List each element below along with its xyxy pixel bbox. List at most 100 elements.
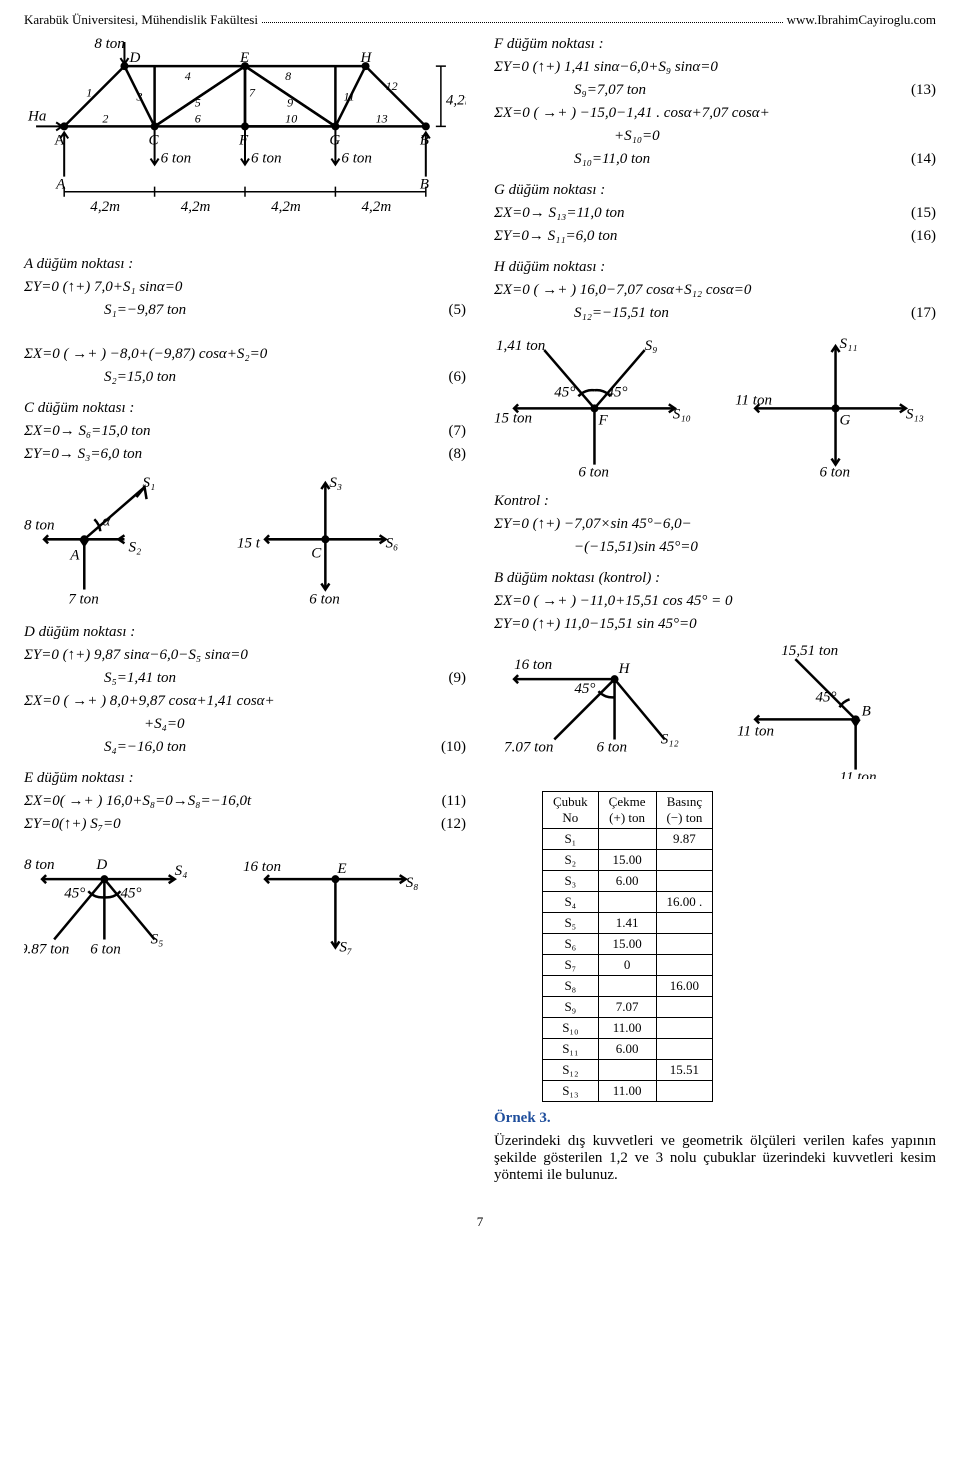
- svg-text:6 ton: 6 ton: [309, 592, 340, 608]
- svg-text:45°: 45°: [815, 689, 836, 705]
- table-row: S₁₁6.00: [543, 1039, 713, 1060]
- ornek-title: Örnek 3.: [494, 1110, 936, 1127]
- table-cell: [598, 976, 656, 997]
- svg-text:α: α: [102, 513, 111, 529]
- svg-text:8 ton: 8 ton: [24, 857, 55, 873]
- table-cell: [598, 892, 656, 913]
- eq-f2-cont: +S₁₀=0: [494, 128, 936, 145]
- svg-text:9.87 ton: 9.87 ton: [24, 941, 69, 957]
- svg-text:A: A: [54, 132, 65, 148]
- eq-g2: ΣY=0→ S₁₁=6,0 ton (16): [494, 228, 936, 245]
- svg-text:4,2m: 4,2m: [181, 199, 211, 215]
- page-header: Karabük Üniversitesi, Mühendislik Fakült…: [24, 12, 936, 28]
- d-node-title: D düğüm noktası :: [24, 624, 466, 641]
- svg-text:B: B: [862, 703, 871, 719]
- eq-d1: ΣY=0 (↑+) 9,87 sinα−6,0−S₅ sinα=0: [24, 647, 466, 664]
- svg-text:13: 13: [376, 111, 388, 125]
- table-cell: [598, 1060, 656, 1081]
- table-cell: 15.00: [598, 934, 656, 955]
- header-right: www.IbrahimCayiroglu.com: [787, 12, 936, 28]
- svg-text:A: A: [69, 547, 80, 563]
- eq-a2-res: S₂=15,0 ton (6): [24, 369, 466, 386]
- svg-text:15 t: 15 t: [237, 535, 261, 551]
- svg-text:S₁₃: S₁₃: [906, 406, 924, 422]
- svg-text:6 ton: 6 ton: [578, 465, 609, 479]
- g-node-title: G düğüm noktası :: [494, 182, 936, 199]
- nodes-d-e-diagram: 8 ton 45° 45° S₄ S₅ 9.87 ton 6 ton D 16 …: [24, 839, 466, 970]
- svg-text:10: 10: [285, 111, 297, 125]
- nodes-a-c-diagram: 8 ton S₁ S₂ α 7 ton A 15 t S₃ S₆ 6 ton C: [24, 469, 466, 610]
- svg-text:9: 9: [287, 95, 293, 109]
- svg-text:1,41 ton: 1,41 ton: [496, 338, 545, 354]
- svg-text:16 ton: 16 ton: [514, 657, 552, 673]
- svg-text:6 ton: 6 ton: [161, 151, 192, 167]
- svg-text:S₂: S₂: [128, 539, 141, 555]
- svg-text:G: G: [840, 412, 851, 428]
- eq-c1: ΣX=0→ S₆=15,0 ton (7): [24, 423, 466, 440]
- f-node-title: F düğüm noktası :: [494, 36, 936, 53]
- svg-text:2: 2: [102, 111, 108, 125]
- svg-text:E: E: [239, 50, 249, 66]
- eq-d1-res: S₅=1,41 ton (9): [24, 670, 466, 687]
- e-node-title: E düğüm noktası :: [24, 770, 466, 787]
- table-cell: 9.87: [656, 829, 713, 850]
- eq-f2-res: S₁₀=11,0 ton (14): [494, 151, 936, 168]
- svg-text:C: C: [149, 132, 160, 148]
- svg-text:H: H: [360, 50, 373, 66]
- svg-text:S₆: S₆: [386, 535, 399, 551]
- table-cell: S₄: [543, 892, 599, 913]
- svg-text:S₃: S₃: [329, 475, 342, 491]
- left-column: 8 ton D E H Ha A C F G B 4,2m 6 ton 6 to…: [24, 36, 466, 1190]
- table-cell: S₇: [543, 955, 599, 976]
- svg-text:11 ton: 11 ton: [840, 769, 877, 779]
- table-row: S₁ 9.87: [543, 829, 713, 850]
- svg-text:8 ton: 8 ton: [94, 36, 125, 52]
- svg-text:6 ton: 6 ton: [251, 151, 282, 167]
- table-cell: [656, 1039, 713, 1060]
- svg-text:4,2m: 4,2m: [362, 199, 392, 215]
- svg-text:S₇: S₇: [339, 939, 352, 955]
- svg-text:45°: 45°: [574, 681, 595, 697]
- svg-text:B: B: [420, 132, 429, 148]
- svg-text:S₈: S₈: [406, 875, 419, 891]
- svg-text:D: D: [128, 50, 140, 66]
- svg-text:11 ton: 11 ton: [735, 392, 772, 408]
- table-cell: S₅: [543, 913, 599, 934]
- c-node-title: C düğüm noktası :: [24, 400, 466, 417]
- table-row: S₈16.00: [543, 976, 713, 997]
- eq-d2: ΣX=0 ( →+ ) 8,0+9,87 cosα+1,41 cosα+: [24, 693, 466, 710]
- table-row: S₂15.00: [543, 850, 713, 871]
- table-cell: [656, 934, 713, 955]
- results-table: ÇubukNo Çekme(+) ton Basınç(−) ton S₁9.8…: [542, 791, 713, 1102]
- svg-text:Ha: Ha: [27, 108, 46, 124]
- svg-text:6 ton: 6 ton: [90, 941, 121, 957]
- right-column: F düğüm noktası : ΣY=0 (↑+) 1,41 sinα−6,…: [494, 36, 936, 1190]
- eq-h1: ΣX=0 ( →+ ) 16,0−7,07 cosα+S₁₂ cosα=0: [494, 282, 936, 299]
- table-cell: S₁: [543, 829, 599, 850]
- table-cell: 15.51: [656, 1060, 713, 1081]
- svg-text:S₁₁: S₁₁: [840, 336, 858, 352]
- table-cell: 16.00 .: [656, 892, 713, 913]
- table-row: S₃6.00: [543, 871, 713, 892]
- a-node-title: A düğüm noktası :: [24, 256, 466, 273]
- truss-diagram: 8 ton D E H Ha A C F G B 4,2m 6 ton 6 to…: [24, 36, 466, 237]
- table-cell: S₉: [543, 997, 599, 1018]
- eq-g1: ΣX=0→ S₁₃=11,0 ton (15): [494, 205, 936, 222]
- table-cell: [598, 829, 656, 850]
- svg-text:15,51 ton: 15,51 ton: [781, 643, 838, 659]
- svg-text:S₄: S₄: [175, 863, 188, 879]
- table-row: S₇0: [543, 955, 713, 976]
- svg-text:8: 8: [285, 69, 291, 83]
- eq-f2: ΣX=0 ( →+ ) −15,0−1,41 . cosα+7,07 cosα+: [494, 105, 936, 122]
- nodes-f-g-diagram: 1,41 ton S₉ 45° 45° 15 ton S₁₀ 6 ton F S…: [494, 328, 936, 479]
- eq-d2-cont: +S₄=0: [24, 716, 466, 733]
- svg-text:A: A: [55, 177, 66, 193]
- table-row: S₁₃11.00: [543, 1081, 713, 1102]
- eq-k1: ΣY=0 (↑+) −7,07×sin 45°−6,0−: [494, 516, 936, 533]
- eq-a2: ΣX=0 ( →+ ) −8,0+(−9,87) cosα+S₂=0: [24, 346, 466, 363]
- svg-text:12: 12: [386, 79, 398, 93]
- table-cell: S₃: [543, 871, 599, 892]
- table-cell: [656, 871, 713, 892]
- table-cell: S₁₃: [543, 1081, 599, 1102]
- table-cell: 1.41: [598, 913, 656, 934]
